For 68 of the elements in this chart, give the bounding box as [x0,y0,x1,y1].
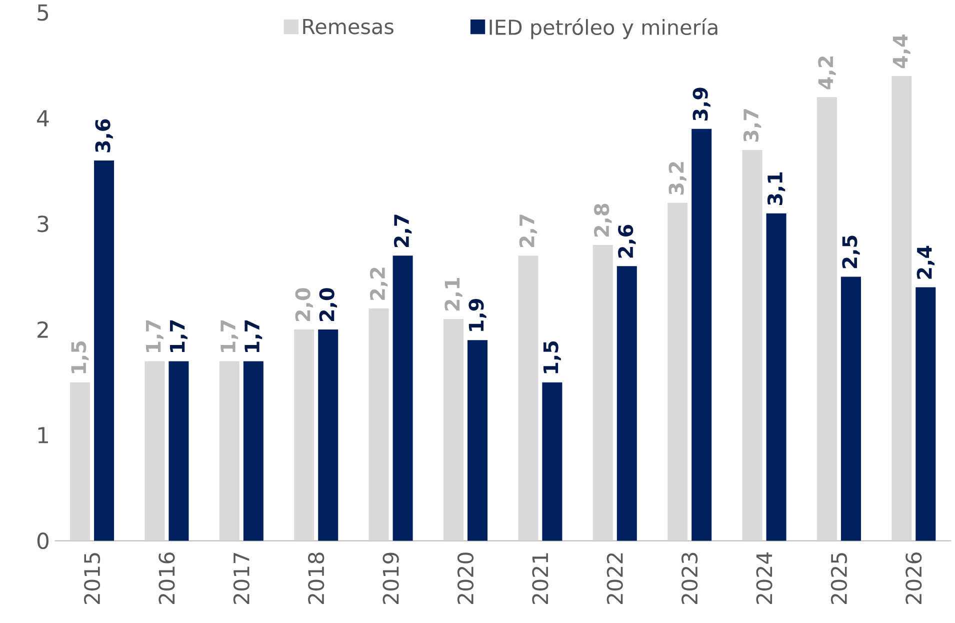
bar [668,202,688,541]
bar [766,213,786,541]
bar [368,308,389,541]
y-tick-label: 5 [38,4,48,21]
data-label: 2,5 [842,236,860,268]
data-label: 2,7 [519,214,538,248]
bar [168,361,189,541]
data-label: 4,4 [892,34,910,68]
bar [916,287,936,541]
data-label: 1,5 [543,341,561,374]
bar [318,330,338,541]
data-label: 4,2 [818,56,836,90]
bar [443,319,464,541]
data-label: 2,0 [295,288,313,322]
bar [542,382,562,541]
data-label: 3,9 [692,88,710,121]
data-label: 2,1 [444,278,462,311]
bar [243,361,264,541]
data-label: 2,4 [916,246,935,279]
y-tick-label: 0 [37,532,49,550]
bar [518,256,538,541]
x-tick-label: 2020 [457,552,474,604]
data-label: 3,2 [668,162,686,195]
data-label: 3,1 [767,172,786,206]
bar [468,340,488,541]
bar [816,97,837,541]
data-label: 1,5 [71,341,89,374]
x-tick-label: 2015 [84,553,100,604]
data-label: 2,8 [594,204,612,237]
x-tick-label: 2024 [756,552,772,604]
bar [692,128,712,541]
bar [392,256,413,541]
data-label: 2,7 [394,214,412,248]
bar [94,160,114,541]
data-label: 3,6 [95,119,113,152]
bar [294,330,314,541]
bar [892,76,912,541]
bar [742,150,762,541]
x-tick-label: 2023 [682,553,698,604]
data-label: 2,0 [319,288,337,322]
data-label: 3,7 [743,109,762,142]
x-tick-label: 2025 [830,553,848,604]
bar [70,382,90,541]
x-tick-label: 2017 [233,553,250,604]
bar [144,361,165,541]
bar [616,266,637,541]
data-label: 2,2 [370,268,388,300]
data-label: 1,7 [170,320,188,352]
data-label: 1,7 [244,320,262,352]
data-label: 1,7 [220,320,238,352]
legend-label: IED petróleo y minería [490,18,718,40]
x-tick-label: 2018 [308,552,324,604]
data-label: 1,7 [146,320,164,352]
x-tick-label: 2022 [606,553,623,604]
x-tick-label: 2026 [906,552,922,604]
y-tick-label: 3 [38,216,48,232]
x-tick-label: 2021 [532,553,548,604]
bar [219,361,240,541]
x-tick-label: 2019 [382,552,399,604]
data-label: 1,9 [468,299,486,331]
bar [592,245,613,541]
bar [840,276,861,541]
x-tick-label: 2016 [158,552,175,604]
y-tick-label: 2 [38,321,48,338]
y-tick-label: 1 [38,427,48,444]
legend-label: Remesas [303,19,394,34]
y-tick-label: 4 [37,110,49,126]
data-label: 2,6 [618,224,636,258]
